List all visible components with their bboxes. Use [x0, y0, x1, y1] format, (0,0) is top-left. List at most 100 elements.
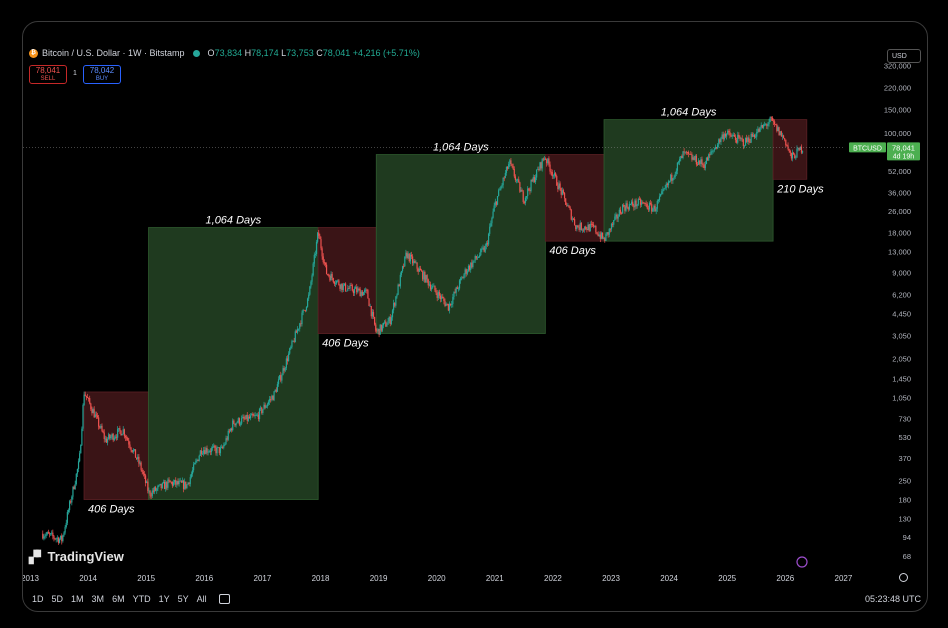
y-axis-tick-label: 730 [898, 414, 911, 423]
symbol-title[interactable]: Bitcoin / U.S. Dollar · 1W · Bitstamp [42, 48, 185, 58]
candle-body [608, 228, 610, 235]
candle-body [86, 397, 89, 399]
candle-body [635, 200, 637, 207]
range-button-1m[interactable]: 1M [71, 594, 84, 604]
candle-body [575, 225, 577, 230]
candle-body [761, 125, 763, 128]
candle-body [737, 134, 739, 143]
candle-body [483, 247, 485, 252]
candle-body [685, 151, 687, 153]
candle-body [789, 150, 791, 153]
candle-body [257, 414, 260, 420]
candle-body [590, 223, 592, 225]
range-button-1y[interactable]: 1Y [158, 594, 170, 604]
candle-body [198, 455, 200, 461]
candle-body [406, 252, 408, 259]
candle-body [161, 482, 163, 489]
candle-body [389, 317, 391, 324]
candle-body [155, 487, 157, 491]
candle-body [118, 428, 120, 430]
candle-body [600, 232, 603, 239]
y-axis-tick-label: 180 [898, 496, 911, 505]
candle-body [462, 277, 464, 279]
candle-body [45, 534, 47, 536]
candle-body [332, 278, 334, 282]
price-chart[interactable]: 406 Days 1,064 Days 406 Days 1,064 Days 406 … [23, 22, 927, 611]
candle-body [523, 201, 525, 203]
candle-body [136, 457, 138, 460]
candle-body [500, 186, 502, 190]
candle-body [542, 158, 544, 160]
x-axis-tick-label: 2026 [776, 574, 794, 583]
candle-body [432, 285, 434, 288]
candle-body [360, 291, 362, 297]
candle-body [385, 321, 387, 327]
candle-body [422, 271, 424, 280]
candle-body [559, 183, 561, 188]
candle-body [429, 284, 432, 290]
candle-body [275, 389, 277, 392]
candle-body [414, 261, 416, 263]
candle-body [798, 147, 800, 150]
event-marker-icon [796, 556, 808, 568]
candle-body [461, 277, 463, 279]
candle-body [417, 268, 419, 272]
range-button-5d[interactable]: 5D [51, 594, 64, 604]
candle-body [273, 391, 275, 401]
candle-body [765, 124, 767, 126]
settings-gear-icon[interactable] [899, 573, 908, 582]
sell-label: SELL [40, 76, 56, 82]
candle-body [404, 256, 406, 267]
candle-body [130, 447, 132, 451]
range-button-1d[interactable]: 1D [32, 594, 44, 604]
candle-body [609, 228, 611, 230]
candle-body [490, 223, 492, 227]
candle-body [413, 261, 415, 264]
candle-body [276, 384, 279, 392]
candle-body [647, 208, 649, 210]
candle-body [670, 174, 672, 181]
candle-body [442, 296, 444, 299]
market-open-icon [192, 49, 200, 57]
sell-button[interactable]: 78,041 SELL [29, 65, 67, 84]
candle-body [239, 423, 242, 425]
candle-body [271, 395, 273, 400]
candle-body [367, 290, 369, 299]
candle-body [247, 416, 249, 421]
candle-body [225, 438, 227, 444]
utc-clock[interactable]: 05:23:48 UTC [864, 594, 921, 604]
candle-body [179, 480, 181, 482]
range-button-all[interactable]: All [196, 594, 207, 604]
candle-body [515, 179, 518, 181]
candle-body [147, 481, 149, 491]
currency-selector[interactable]: USD [887, 49, 921, 63]
candle-body [311, 275, 313, 282]
candle-body [713, 149, 715, 151]
candle-body [177, 481, 179, 485]
range-button-5y[interactable]: 5Y [177, 594, 189, 604]
range-button-6m[interactable]: 6M [112, 594, 125, 604]
range-button-ytd[interactable]: YTD [132, 594, 151, 604]
candle-body [171, 482, 173, 486]
buy-button[interactable]: 78,042 BUY [83, 65, 121, 84]
candle-body [337, 280, 339, 282]
calendar-icon[interactable] [218, 594, 230, 604]
y-axis-tick-label: 3,050 [892, 331, 911, 340]
x-axis-tick-label: 2023 [602, 574, 620, 583]
candle-body [725, 133, 728, 137]
range-button-3m[interactable]: 3M [91, 594, 105, 604]
candle-body [620, 213, 623, 215]
candle-body [94, 414, 96, 418]
candle-body [376, 330, 378, 332]
candle-body [224, 443, 226, 446]
candle-body [424, 271, 426, 283]
candle-body [152, 490, 154, 492]
candle-body [195, 460, 197, 463]
candle-body [330, 273, 332, 281]
candle-body [738, 134, 740, 137]
x-axis-tick-label: 2014 [79, 574, 97, 583]
candle-body [496, 196, 499, 205]
candle-body [151, 490, 153, 497]
candle-body [648, 203, 651, 210]
candle-body [617, 216, 619, 219]
